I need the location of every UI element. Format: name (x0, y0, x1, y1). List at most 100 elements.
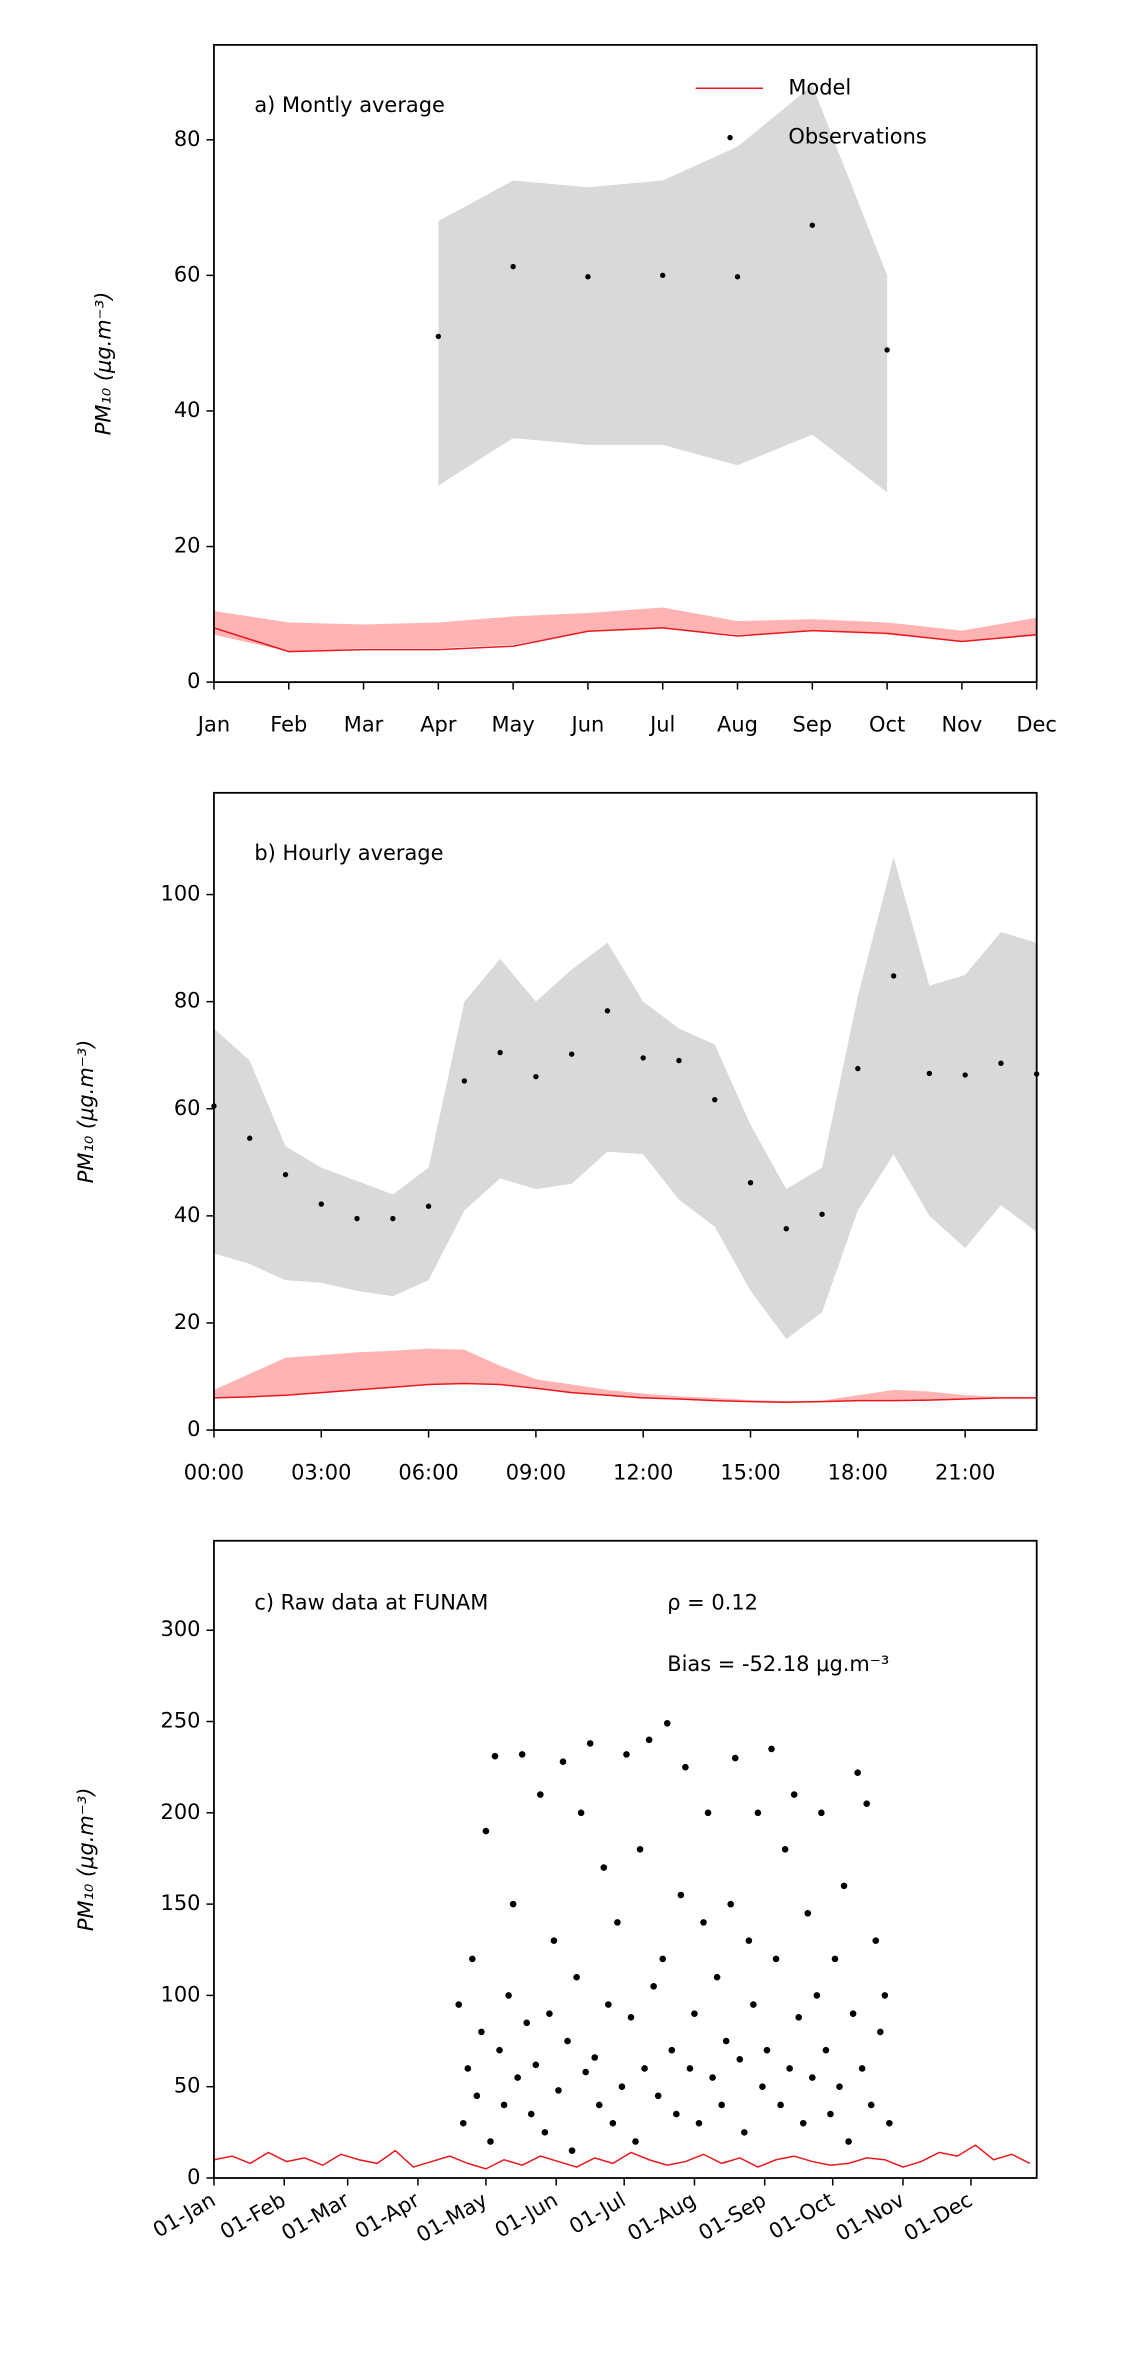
y-tick-label: 60 (174, 262, 201, 286)
model-line (213, 627, 1037, 653)
observation-point (354, 1215, 360, 1222)
x-tick-label: 01-Jul (565, 2188, 630, 2239)
observation-point (804, 1909, 812, 1917)
observation-point (509, 1900, 517, 1908)
observation-point (668, 2046, 676, 2054)
observation-point (747, 1179, 754, 1186)
observation-point (759, 2083, 766, 2091)
observation-point (663, 1720, 671, 1727)
observation-point (487, 2138, 494, 2145)
observation-point (713, 1973, 721, 1981)
observation-point (884, 347, 890, 353)
x-tick-label: 09:00 (506, 1460, 566, 1484)
observation-point (722, 2037, 730, 2045)
observation-point (813, 1992, 821, 1999)
observation-point (768, 1745, 775, 1753)
observation-point (660, 272, 666, 279)
observation-point (676, 1057, 682, 1064)
y-tick-label: 80 (174, 127, 201, 151)
observation-point (482, 1827, 490, 1835)
observation-point (573, 1973, 580, 1981)
x-tick-label: Apr (420, 713, 457, 737)
x-tick-label: Nov (941, 713, 982, 737)
observation-point (627, 2014, 635, 2021)
observation-point (586, 1740, 594, 1747)
observation-point (654, 2092, 662, 2100)
observation-point (783, 1226, 789, 1232)
model-line (213, 2144, 1031, 2170)
observation-point (677, 1891, 685, 1899)
observation-point (640, 1055, 646, 1061)
observation-point (478, 2028, 485, 2036)
observation-point (763, 2046, 771, 2054)
x-tick-label: 12:00 (613, 1460, 673, 1484)
x-tick-label: Mar (344, 713, 384, 737)
observation-point (636, 1846, 644, 1853)
observation-point (736, 2056, 744, 2063)
observation-point (527, 2110, 535, 2118)
observation-point (858, 2065, 866, 2072)
observation-point (786, 2065, 793, 2072)
observation-point (645, 1736, 653, 1744)
observation-point (890, 973, 897, 979)
observation-point (691, 2010, 698, 2017)
observation-point (867, 2101, 875, 2109)
observation-point (559, 1758, 567, 1765)
observation-point (822, 2046, 830, 2054)
y-tick-label: 250 (161, 1709, 201, 1733)
observation-point (550, 1937, 558, 1944)
observation-point (464, 2065, 472, 2072)
observation-point (473, 2092, 481, 2100)
y-tick-label: 40 (174, 398, 201, 422)
observation-point (809, 222, 816, 228)
annotation: Bias = -52.18 μg.m⁻³ (667, 1652, 889, 1676)
observation-point (790, 1791, 798, 1798)
observation-point (809, 2074, 816, 2081)
observation-point (282, 1171, 289, 1178)
observation-point (618, 2083, 626, 2091)
x-tick-label: Jun (570, 713, 605, 737)
x-tick-label: 01-May (412, 2188, 491, 2248)
observation-point (673, 2110, 680, 2118)
x-tick-label: 00:00 (184, 1460, 244, 1484)
observation-point (709, 2074, 716, 2081)
x-tick-label: 01-Mar (277, 2187, 353, 2245)
observation-point (585, 274, 591, 280)
observation-point (741, 2129, 748, 2136)
y-tick-label: 20 (174, 1310, 201, 1334)
observation-point (605, 2001, 612, 2008)
observation-point (533, 1073, 539, 1080)
x-tick-label: Sep (793, 713, 832, 737)
observation-point (704, 1809, 712, 1817)
x-tick-label: May (491, 713, 534, 737)
observation-point (659, 1955, 667, 1963)
observation-point (555, 2087, 562, 2094)
y-tick-label: 80 (174, 989, 201, 1013)
observation-point (818, 1809, 825, 1817)
observation-point (926, 1070, 933, 1077)
y-tick-label: 40 (174, 1203, 201, 1227)
observation-point (455, 2001, 463, 2008)
y-tick-label: 60 (174, 1096, 201, 1120)
observation-point (998, 1060, 1004, 1066)
y-tick-label: 0 (187, 669, 200, 693)
observation-point (496, 2046, 503, 2054)
y-tick-label: 20 (174, 534, 201, 558)
observation-point (623, 1751, 630, 1758)
legend-label: Observations (788, 125, 926, 149)
x-tick-label: 03:00 (291, 1460, 351, 1484)
observation-point (505, 1992, 512, 1999)
observation-point (510, 263, 516, 270)
x-tick-label: 01-Jun (491, 2188, 562, 2243)
observation-point (523, 2019, 531, 2027)
y-tick-label: 50 (174, 2074, 201, 2098)
observation-point (745, 1937, 753, 1944)
y-tick-label: 100 (161, 882, 201, 906)
range-band (213, 1348, 1037, 1403)
observation-point (772, 1955, 780, 1963)
observation-point (604, 1008, 611, 1014)
y-axis-label: PM₁₀ (μg.m⁻³) (74, 1040, 98, 1184)
observation-point (682, 1763, 689, 1771)
observation-point (754, 1809, 762, 1817)
